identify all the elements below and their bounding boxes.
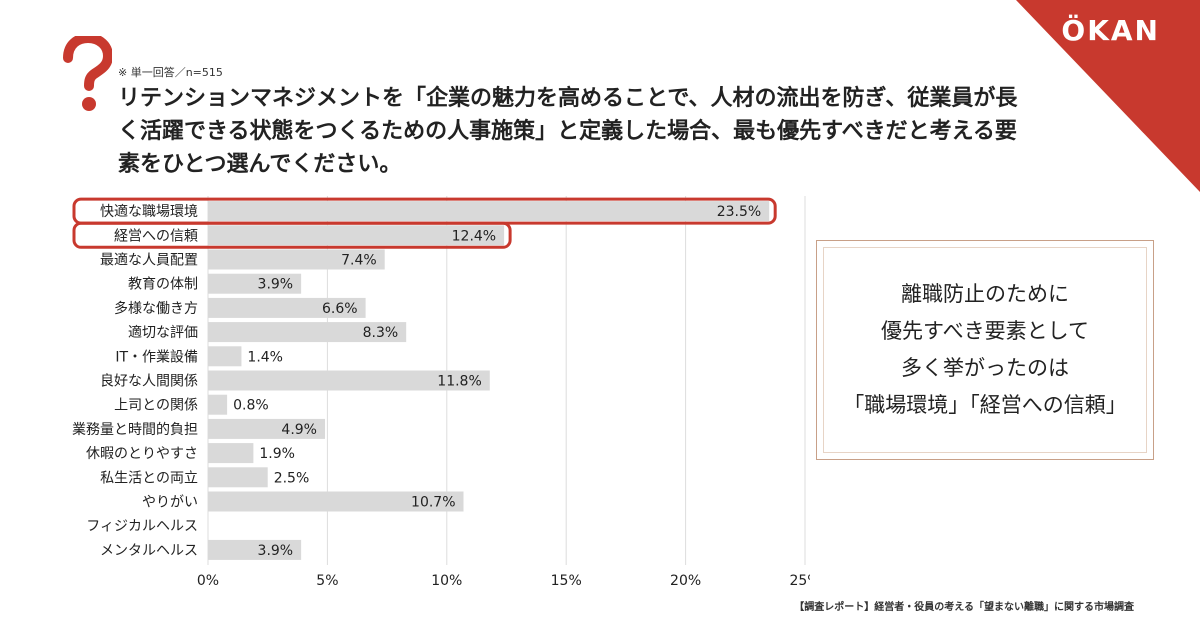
question-text: リテンションマネジメントを「企業の魅力を高めることで、人材の流出を防ぎ、従業員が…	[118, 86, 1018, 177]
bar	[208, 418, 326, 439]
bar	[208, 467, 268, 488]
okan-logo: ÖKAN	[1061, 14, 1160, 47]
category-label: 快適な職場環境	[100, 203, 198, 220]
category-label: 最適な人員配置	[100, 252, 198, 269]
x-tick-label: 5%	[316, 573, 338, 589]
value-label: 0.8%	[233, 398, 269, 414]
category-label: やりがい	[142, 495, 198, 511]
value-label: 11.8%	[437, 374, 481, 390]
bar	[208, 394, 228, 415]
x-tick-label: 10%	[431, 573, 462, 589]
category-label: 休暇のとりやすさ	[86, 446, 198, 462]
value-label: 1.4%	[247, 349, 283, 365]
category-label: 私生活との両立	[100, 470, 198, 486]
callout-line: 「職場環境」「経営への信頼」	[843, 393, 1127, 417]
bar	[208, 201, 770, 222]
x-tick-label: 20%	[670, 573, 701, 589]
value-label: 8.3%	[363, 325, 399, 341]
value-label: 10.7%	[411, 495, 455, 511]
category-label: 業務量と時間的負担	[72, 422, 198, 438]
bar	[208, 273, 302, 294]
value-label: 7.4%	[341, 253, 377, 269]
category-label: 適切な評価	[128, 324, 198, 341]
bar	[208, 443, 254, 464]
callout-inner: 離職防止のために 優先すべき要素として 多く挙がったのは 「職場環境」「経営への…	[823, 247, 1147, 453]
value-label: 12.4%	[452, 228, 496, 244]
callout-box: 離職防止のために 優先すべき要素として 多く挙がったのは 「職場環境」「経営への…	[816, 240, 1154, 460]
value-label: 23.5%	[717, 204, 761, 220]
x-tick-label: 0%	[197, 573, 219, 589]
x-tick-label: 15%	[551, 573, 582, 589]
value-label: 6.6%	[322, 301, 358, 317]
callout-line: 優先すべき要素として	[881, 319, 1089, 343]
category-label: 多様な働き方	[114, 300, 198, 317]
source-note: 【調査レポート】経営者・役員の考える「望まない離職」に関する市場調査	[794, 602, 1134, 613]
bar	[208, 539, 302, 560]
callout-line: 多く挙がったのは	[901, 356, 1069, 380]
category-label: フィジカルヘルス	[86, 519, 198, 535]
category-label: IT・作業設備	[115, 349, 198, 365]
value-label: 1.9%	[259, 446, 295, 462]
highlight-frame	[72, 221, 512, 249]
bar	[208, 491, 464, 512]
category-label: メンタルヘルス	[100, 543, 198, 559]
value-label: 3.9%	[258, 543, 294, 559]
bar	[208, 249, 385, 270]
category-label: 良好な人間関係	[100, 374, 198, 390]
value-label: 2.5%	[274, 470, 310, 486]
callout-line: 離職防止のために	[901, 282, 1069, 306]
category-label: 上司との関係	[114, 398, 198, 414]
category-label: 教育の体制	[128, 277, 198, 293]
survey-meta: ※ 単一回答／n=515	[118, 66, 223, 79]
value-label: 4.9%	[281, 422, 317, 438]
question-mark-icon	[63, 36, 112, 111]
category-label: 経営への信頼	[114, 228, 198, 244]
x-tick-label: 25%	[789, 573, 810, 589]
bar	[208, 297, 366, 318]
bar	[208, 370, 490, 391]
bar	[208, 225, 505, 246]
bar	[208, 346, 242, 367]
bar-chart: 快適な職場環境 23.5% 経営への信頼 12.4% 最適な人員配置 7.4% 教育の体制 3…	[72, 196, 810, 589]
value-label: 3.9%	[258, 277, 294, 293]
bar	[208, 322, 407, 343]
